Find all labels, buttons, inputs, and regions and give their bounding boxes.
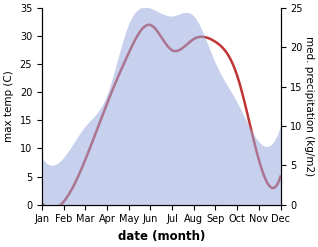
Y-axis label: med. precipitation (kg/m2): med. precipitation (kg/m2) [304, 36, 314, 176]
X-axis label: date (month): date (month) [118, 230, 205, 243]
Y-axis label: max temp (C): max temp (C) [4, 70, 14, 142]
